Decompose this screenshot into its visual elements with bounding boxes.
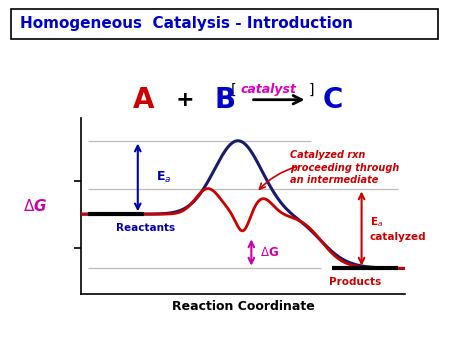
Text: Products: Products [329,277,381,287]
Text: $\Delta$G: $\Delta$G [23,198,48,214]
Text: Reactants: Reactants [116,223,175,233]
FancyBboxPatch shape [11,9,438,39]
Text: [: [ [231,82,236,97]
Text: $\Delta$G: $\Delta$G [260,246,279,259]
Text: ]: ] [308,82,314,97]
Text: A: A [133,86,155,114]
Text: E$_a$: E$_a$ [156,170,171,185]
Text: Catalyzed rxn
proceeding through
an intermediate: Catalyzed rxn proceeding through an inte… [290,150,399,185]
Text: catalyst: catalyst [241,83,297,96]
Text: +: + [175,90,194,110]
X-axis label: Reaction Coordinate: Reaction Coordinate [171,299,315,313]
Text: C: C [323,86,343,114]
Text: Homogeneous  Catalysis - Introduction: Homogeneous Catalysis - Introduction [20,16,353,31]
Text: B: B [215,86,235,114]
Text: E$_a$
catalyzed: E$_a$ catalyzed [370,215,427,242]
